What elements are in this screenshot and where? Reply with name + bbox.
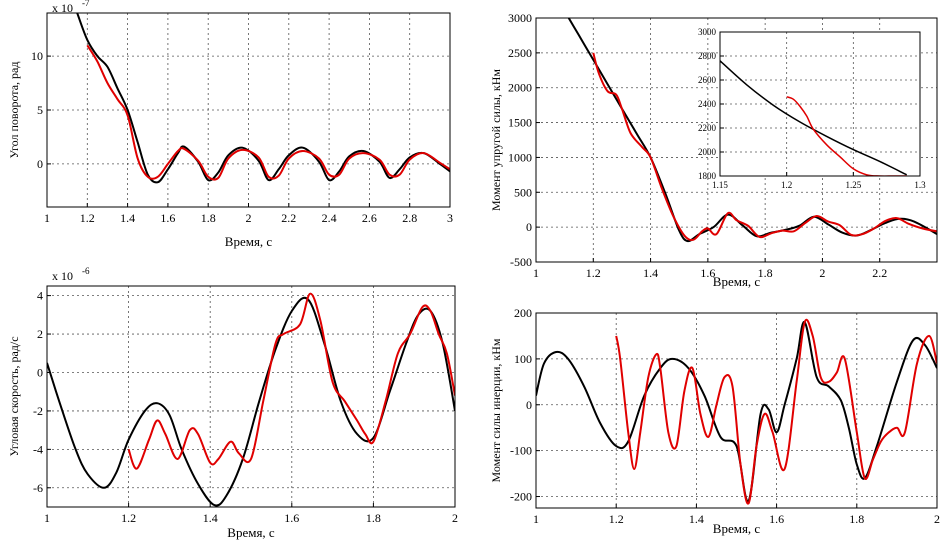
angular-velocity-chart-xtick-label-5: 2: [452, 511, 458, 525]
inertia-moment-chart-ytick-label-3: 100: [514, 352, 532, 366]
angular-velocity-chart-ytick-label-5: 4: [37, 289, 43, 303]
inertia-moment-chart-xtick-label-2: 1.4: [689, 512, 704, 526]
elastic-moment-chart-xlabel: Время, с: [713, 274, 761, 289]
elastic-moment-chart-xtick-label-6: 2.2: [872, 266, 887, 280]
angle-chart-ytick-label-2: 10: [31, 49, 43, 63]
angle-chart-ytick-label-1: 5: [37, 103, 43, 117]
angular-velocity-chart-xtick-label-2: 1.4: [203, 511, 218, 525]
angular-velocity-chart-xtick-label-0: 1: [44, 511, 50, 525]
angle-chart-xtick-label-8: 2.6: [362, 211, 377, 225]
angle-chart-xtick-label-3: 1.6: [160, 211, 175, 225]
angular-velocity-chart-ytick-label-3: 0: [37, 365, 43, 379]
elastic-moment-chart-ytick-label-0: -500: [510, 255, 532, 269]
angular-velocity-chart-exponent-label: x 10: [52, 269, 73, 283]
elastic-moment-chart-ytick-label-5: 2000: [508, 81, 532, 95]
elastic-moment-chart-inset-ytick-label-3: 2400: [698, 99, 717, 109]
elastic-moment-chart-inset-xtick-label-0: 1.15: [712, 180, 728, 190]
inertia-moment-chart-series-model: [536, 321, 937, 503]
inertia-moment-chart-xtick-label-5: 2: [934, 512, 940, 526]
angular-velocity-chart-plot-area: [47, 286, 455, 507]
inertia-moment-chart-ytick-label-1: -100: [510, 444, 532, 458]
angular-velocity-chart-xlabel: Время, с: [227, 525, 275, 540]
angle-chart-xtick-label-1: 1.2: [80, 211, 95, 225]
elastic-moment-chart-ytick-label-1: 0: [526, 220, 532, 234]
angular-velocity-chart-xtick-label-1: 1.2: [121, 511, 136, 525]
angle-chart: 1 1.2 1.4 1.6 1.8 2 2.2 2.4 2.6 2.8 3 0 5 10 Время, с У…: [7, 0, 453, 249]
elastic-moment-chart-inset-ytick-label-4: 2600: [698, 75, 717, 85]
inertia-moment-chart-xlabel: Время, с: [713, 521, 761, 536]
angle-chart-series-experiment: [86, 44, 450, 181]
angle-chart-xtick-label-4: 1.8: [201, 211, 216, 225]
angle-chart-xtick-label-7: 2.4: [322, 211, 337, 225]
elastic-moment-chart-ytick-label-3: 1000: [508, 150, 532, 164]
angular-velocity-chart: 1 1.2 1.4 1.6 1.8 2 -6 -4 -2 0 2 4 Время, с Угловая с…: [7, 266, 458, 540]
elastic-moment-chart-ylabel: Момент упругой силы, кНм: [489, 69, 503, 211]
elastic-moment-chart-inset-ytick-label-6: 3000: [698, 27, 717, 37]
elastic-moment-chart-inset-xtick-label-1: 1.2: [781, 180, 792, 190]
elastic-moment-chart-xtick-label-4: 1.8: [758, 266, 773, 280]
angle-chart-xtick-label-9: 2.8: [402, 211, 417, 225]
elastic-moment-chart-ytick-label-6: 2500: [508, 46, 532, 60]
angular-velocity-chart-ytick-label-0: -6: [33, 481, 43, 495]
angle-chart-xtick-label-0: 1: [44, 211, 50, 225]
inertia-moment-chart-ytick-label-2: 0: [526, 398, 532, 412]
elastic-moment-chart-xtick-label-2: 1.4: [643, 266, 658, 280]
angle-chart-xlabel: Время, с: [225, 234, 273, 249]
inertia-moment-chart-ytick-label-4: 200: [514, 306, 532, 320]
inertia-moment-chart-series-experiment: [615, 318, 937, 505]
elastic-moment-chart-ytick-label-4: 1500: [508, 116, 532, 130]
angle-chart-xtick-label-6: 2.2: [281, 211, 296, 225]
elastic-moment-chart-frame: [535, 17, 938, 263]
inertia-moment-chart-ytick-label-0: -200: [510, 490, 532, 504]
angular-velocity-chart-xtick-label-4: 1.8: [366, 511, 381, 525]
elastic-moment-chart-xtick-label-0: 1: [533, 266, 539, 280]
angle-chart-xtick-label-5: 2: [246, 211, 252, 225]
elastic-moment-chart-series-experiment: [592, 52, 937, 242]
angular-velocity-chart-ylabel: Угловая скорость, рад/с: [7, 336, 21, 456]
elastic-moment-chart-xtick-label-3: 1.6: [700, 266, 715, 280]
angular-velocity-chart-ytick-label-4: 2: [37, 327, 43, 341]
elastic-moment-chart-inset-ytick-label-0: 1800: [698, 171, 717, 181]
angular-velocity-chart-xtick-label-3: 1.6: [284, 511, 299, 525]
elastic-moment-chart-inset: 1.15 1.2 1.25 1.3 1800 2000 2200 2400 2600 2800 30…: [698, 27, 926, 190]
elastic-moment-chart-inset-xtick-label-2: 1.25: [845, 180, 861, 190]
inertia-moment-chart-plot-area: [536, 313, 937, 508]
inertia-moment-chart-frame: [535, 312, 938, 509]
angle-chart-xtick-label-10: 3: [447, 211, 453, 225]
elastic-moment-chart-xtick-label-1: 1.2: [586, 266, 601, 280]
inertia-moment-chart-xtick-label-1: 1.2: [609, 512, 624, 526]
elastic-moment-chart-ytick-label-2: 500: [514, 185, 532, 199]
elastic-moment-chart-inset-ytick-label-5: 2800: [698, 51, 717, 61]
angle-chart-exponent-power: -7: [82, 0, 90, 8]
angular-velocity-chart-ytick-label-2: -2: [33, 404, 43, 418]
inertia-moment-chart: 1 1.2 1.4 1.6 1.8 2 -200 -100 0 100 200 Время, с Мом…: [489, 306, 940, 536]
elastic-moment-chart-inset-ytick-label-2: 2200: [698, 123, 717, 133]
angle-chart-ytick-label-0: 0: [37, 157, 43, 171]
elastic-moment-chart-inset-ytick-label-1: 2000: [698, 147, 717, 157]
angular-velocity-chart-ytick-label-1: -4: [33, 442, 43, 456]
angle-chart-exponent-label: x 10: [52, 1, 73, 15]
angular-velocity-chart-frame: [46, 285, 456, 508]
elastic-moment-chart-xtick-label-5: 2: [819, 266, 825, 280]
angular-velocity-chart-exponent-power: -6: [82, 266, 90, 276]
angle-chart-ylabel: Угол поворота, рад: [7, 62, 21, 159]
inertia-moment-chart-xtick-label-3: 1.6: [769, 512, 784, 526]
angular-velocity-chart-series-experiment: [127, 292, 455, 470]
inertia-moment-chart-xtick-label-4: 1.8: [849, 512, 864, 526]
elastic-moment-chart-inset-xtick-label-3: 1.3: [914, 180, 926, 190]
angle-chart-xtick-label-2: 1.4: [120, 211, 135, 225]
elastic-moment-chart-inset-series-experiment: [786, 96, 907, 176]
elastic-moment-chart-ytick-label-7: 3000: [508, 11, 532, 25]
inertia-moment-chart-ylabel: Момент силы инерции, кНм: [489, 338, 503, 482]
inertia-moment-chart-xtick-label-0: 1: [533, 512, 539, 526]
